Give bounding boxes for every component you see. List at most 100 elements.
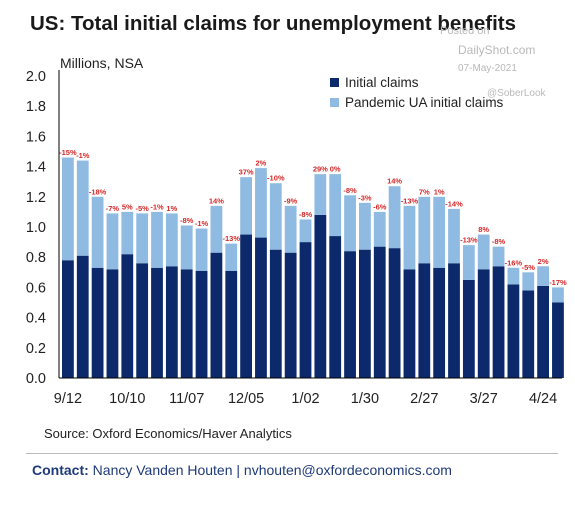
percent-change-label: 14% <box>209 196 224 205</box>
bar-initial-claims <box>403 269 416 378</box>
percent-change-label: -9% <box>284 196 298 205</box>
bar-pandemic-ua <box>373 211 386 247</box>
bar-pandemic-ua <box>329 174 342 237</box>
bar-initial-claims <box>225 270 238 378</box>
x-tick-label: 10/10 <box>109 391 145 407</box>
percent-change-label: -8% <box>492 237 506 246</box>
contact-line: Contact: Nancy Vanden Houten | nvhouten@… <box>32 462 452 478</box>
percent-change-label: 14% <box>387 177 402 186</box>
bar-pandemic-ua <box>225 243 238 271</box>
bar-initial-claims <box>492 266 505 378</box>
bar-chart: 0.00.20.40.60.81.01.21.41.61.82.0-15% -1%… <box>26 69 567 407</box>
page-title: US: Total initial claims for unemploymen… <box>30 12 516 35</box>
bar-initial-claims <box>240 234 252 378</box>
bar-initial-claims <box>359 249 371 378</box>
y-tick-label: 1.2 <box>26 190 46 206</box>
bar-initial-claims <box>62 260 74 378</box>
bar-pandemic-ua <box>448 208 460 264</box>
bar-initial-claims <box>433 267 446 378</box>
bar-pandemic-ua <box>136 213 149 264</box>
y-tick-label: 0.2 <box>26 341 46 357</box>
y-tick-label: 2.0 <box>26 69 46 85</box>
bar-initial-claims <box>136 263 149 378</box>
bar-pandemic-ua <box>492 246 505 267</box>
percent-change-label: 1% <box>434 187 445 196</box>
y-tick-label: 1.0 <box>26 220 46 236</box>
bar-initial-claims <box>91 267 104 378</box>
bar-pandemic-ua <box>344 195 356 252</box>
bar-pandemic-ua <box>210 205 223 253</box>
percent-change-label: -8% <box>343 186 357 195</box>
percent-change-label: 0% <box>330 165 341 174</box>
bar-pandemic-ua <box>507 267 520 285</box>
divider <box>26 453 558 454</box>
bar-initial-claims <box>106 269 119 378</box>
bar-initial-claims <box>76 255 89 378</box>
bar-initial-claims <box>284 252 297 378</box>
bar-initial-claims <box>477 269 490 378</box>
bar-pandemic-ua <box>299 219 312 243</box>
bar-initial-claims <box>299 242 312 378</box>
bar-pandemic-ua <box>180 225 193 270</box>
percent-change-label: -10% <box>267 174 285 183</box>
y-tick-label: 0.8 <box>26 250 46 266</box>
percent-change-label: -5% <box>522 263 536 272</box>
bar-pandemic-ua <box>106 213 119 270</box>
bar-initial-claims <box>314 214 327 378</box>
bar-pandemic-ua <box>388 186 401 249</box>
x-tick-label: 9/12 <box>54 391 82 407</box>
bar-initial-claims <box>210 252 223 378</box>
watermark-date: 07-May-2021 <box>458 63 517 74</box>
percent-change-label: 2% <box>538 257 549 266</box>
legend-swatch-initial-claims <box>330 78 339 87</box>
y-tick-label: 0.0 <box>26 371 46 387</box>
legend-label-initial-claims: Initial claims <box>345 75 419 90</box>
bar-pandemic-ua <box>314 174 327 215</box>
bar-initial-claims <box>522 290 535 378</box>
bar-pandemic-ua <box>552 287 564 303</box>
watermark-handle: @SoberLook <box>487 88 546 99</box>
bar-pandemic-ua <box>151 211 163 268</box>
legend-swatch-pandemic-ua <box>330 98 339 107</box>
watermark-posted-on: Posted on <box>440 25 490 37</box>
bar-initial-claims <box>269 249 282 378</box>
percent-change-label: -6% <box>373 202 387 211</box>
bar-initial-claims <box>151 267 163 378</box>
bar-initial-claims <box>552 302 564 378</box>
percent-change-label: -15% <box>59 148 77 157</box>
bar-pandemic-ua <box>165 213 178 267</box>
bar-pandemic-ua <box>62 157 74 261</box>
bar-pandemic-ua <box>477 234 490 270</box>
x-tick-label: 2/27 <box>410 391 438 407</box>
percent-change-label: -13% <box>222 234 240 243</box>
bar-initial-claims <box>195 270 208 378</box>
bar-initial-claims <box>344 251 356 378</box>
bar-initial-claims <box>165 266 178 378</box>
percent-change-label: -1% <box>195 219 209 228</box>
bar-initial-claims <box>448 263 460 378</box>
y-tick-label: 1.4 <box>26 160 46 176</box>
percent-change-label: -16% <box>505 258 523 267</box>
percent-change-label: 8% <box>478 225 489 234</box>
bar-initial-claims <box>418 263 431 378</box>
bar-pandemic-ua <box>359 202 371 250</box>
source-note: Source: Oxford Economics/Haver Analytics <box>44 426 292 441</box>
units-label: Millions, NSA <box>60 55 144 71</box>
percent-change-label: -8% <box>180 216 194 225</box>
bar-initial-claims <box>121 254 134 378</box>
percent-change-label: -8% <box>299 210 313 219</box>
bar-initial-claims <box>388 248 401 378</box>
bar-initial-claims <box>462 279 475 378</box>
y-tick-label: 0.4 <box>26 311 46 327</box>
percent-change-label: -1% <box>76 151 90 160</box>
x-tick-label: 11/07 <box>169 391 204 407</box>
percent-change-label: -17% <box>549 278 567 287</box>
bar-pandemic-ua <box>76 160 89 256</box>
bar-initial-claims <box>255 237 267 378</box>
x-tick-label: 12/05 <box>228 391 264 407</box>
percent-change-label: 1% <box>166 204 177 213</box>
percent-change-label: 5% <box>122 202 133 211</box>
watermark-site: DailyShot.com <box>458 43 536 57</box>
bar-initial-claims <box>180 269 193 378</box>
